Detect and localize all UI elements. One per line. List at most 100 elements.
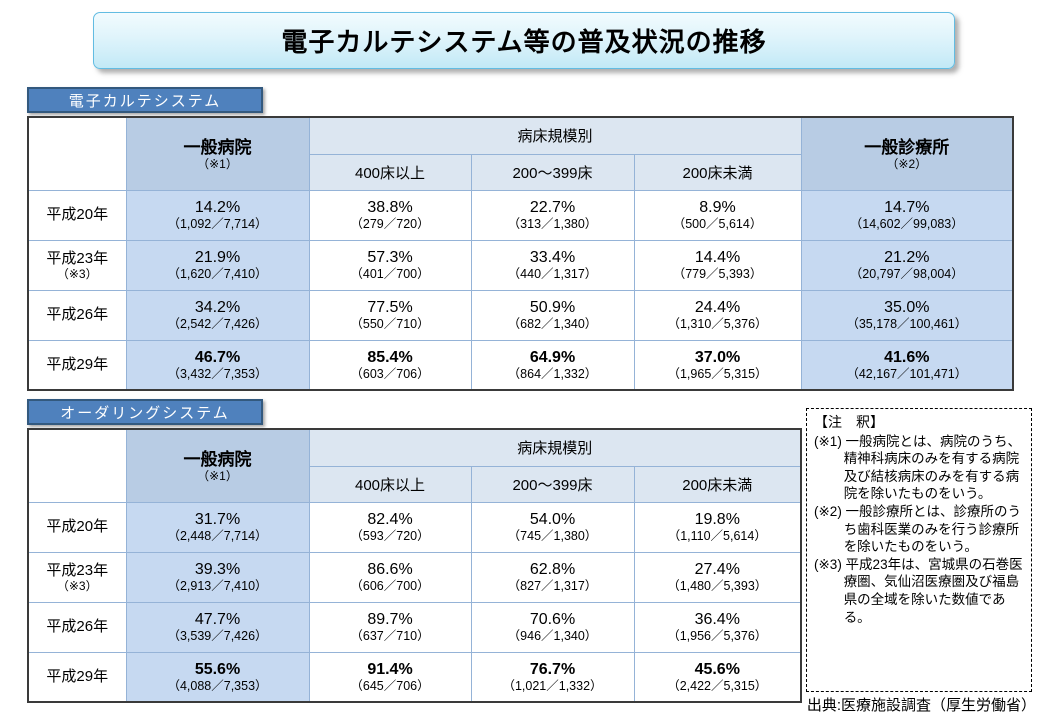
year-note: （※3） bbox=[56, 266, 98, 281]
header-beds-group-label: 病床規模別 bbox=[517, 440, 593, 458]
data-cell: 27.4% （1,480／5,393） bbox=[633, 551, 802, 603]
ehr-row-h26: 平成26年 34.2% （2,542／7,426） 77.5% （550／710… bbox=[27, 289, 1014, 341]
data-cell: 31.7% （2,448／7,714） bbox=[125, 501, 310, 553]
ehr-header-beds-group: 病床規模別 bbox=[308, 116, 802, 155]
cell-fraction: （2,913／7,410） bbox=[167, 579, 268, 594]
year-cell: 平成23年 （※3） bbox=[27, 239, 127, 291]
ordering-header-row-1: 一般病院 （※1） 病床規模別 bbox=[27, 428, 802, 503]
ehr-row-h29: 平成29年 46.7% （3,432／7,353） 85.4% （603／706… bbox=[27, 339, 1014, 391]
year-cell: 平成26年 bbox=[27, 601, 127, 653]
cell-fraction: （745／1,380） bbox=[507, 529, 598, 544]
ordering-header-beds-200-399: 200～399床 bbox=[470, 465, 635, 503]
data-cell: 24.4% （1,310／5,376） bbox=[633, 289, 802, 341]
cell-percent: 21.2% bbox=[884, 248, 930, 266]
header-hospital-label: 一般病院 bbox=[183, 137, 252, 157]
section-label-ordering: オーダリングシステム bbox=[27, 399, 263, 425]
data-cell: 45.6% （2,422／5,315） bbox=[633, 651, 802, 703]
year-label: 平成20年 bbox=[46, 206, 109, 224]
data-cell: 14.7% （14,602／99,083） bbox=[800, 189, 1014, 241]
ordering-table: 一般病院 （※1） 病床規模別 400床以上 200～399床 200床未満 平… bbox=[27, 428, 803, 703]
header-beds-200-399-label: 200～399床 bbox=[512, 476, 593, 494]
year-label: 平成29年 bbox=[46, 356, 109, 374]
cell-percent: 45.6% bbox=[694, 660, 740, 678]
cell-fraction: （2,422／5,315） bbox=[667, 678, 768, 693]
data-cell: 36.4% （1,956／5,376） bbox=[633, 601, 802, 653]
year-cell: 平成26年 bbox=[27, 289, 127, 341]
ordering-row-h23: 平成23年 （※3） 39.3% （2,913／7,410） 86.6% （60… bbox=[27, 551, 802, 603]
source-citation: 出典:医療施設調査（厚生労働省） bbox=[806, 697, 1036, 714]
ehr-row-h20: 平成20年 14.2% （1,092／7,714） 38.8% （279／720… bbox=[27, 189, 1014, 241]
ehr-table: 一般病院 （※1） 病床規模別 一般診療所 （※2） 400床以上 200～39… bbox=[27, 116, 1015, 391]
cell-percent: 24.4% bbox=[694, 298, 741, 316]
data-cell: 21.9% （1,620／7,410） bbox=[125, 239, 310, 291]
ehr-header-beds-200-399: 200～399床 bbox=[470, 153, 635, 191]
cell-percent: 41.6% bbox=[884, 348, 930, 366]
cell-fraction: （3,432／7,353） bbox=[167, 366, 268, 381]
data-cell: 57.3% （401／700） bbox=[308, 239, 472, 291]
cell-fraction: （3,539／7,426） bbox=[167, 629, 268, 644]
page-title-text: 電子カルテシステム等の普及状況の推移 bbox=[281, 27, 767, 57]
cell-fraction: （603／706） bbox=[350, 366, 430, 381]
cell-percent: 55.6% bbox=[194, 660, 241, 678]
year-label: 平成26年 bbox=[46, 618, 109, 636]
annotation-box: 【注 釈】 (※1) 一般病院とは、病院のうち、精神科病床のみを有する病院及び結… bbox=[806, 408, 1032, 692]
cell-percent: 33.4% bbox=[529, 248, 576, 266]
section-label-ordering-text: オーダリングシステム bbox=[60, 404, 230, 422]
cell-fraction: （606／700） bbox=[350, 579, 430, 594]
cell-fraction: （279／720） bbox=[350, 217, 430, 232]
data-cell: 38.8% （279／720） bbox=[308, 189, 472, 241]
data-cell: 64.9% （864／1,332） bbox=[470, 339, 635, 391]
ordering-header-hospital: 一般病院 （※1） bbox=[125, 428, 310, 503]
year-label: 平成26年 bbox=[46, 306, 109, 324]
ehr-header-row-1: 一般病院 （※1） 病床規模別 一般診療所 （※2） bbox=[27, 116, 1014, 191]
cell-fraction: （1,965／5,315） bbox=[667, 366, 768, 381]
cell-percent: 34.2% bbox=[194, 298, 241, 316]
ordering-header-beds-group: 病床規模別 bbox=[308, 428, 802, 467]
data-cell: 89.7% （637／710） bbox=[308, 601, 472, 653]
annotation-note-3: (※3) 平成23年は、宮城県の石巻医療圏、気仙沼医療圏及び福島県の全域を除いた… bbox=[814, 556, 1023, 625]
year-label: 平成23年 bbox=[46, 250, 109, 268]
cell-fraction: （35,178／100,461） bbox=[846, 317, 968, 332]
year-cell: 平成20年 bbox=[27, 189, 127, 241]
cell-percent: 70.6% bbox=[529, 610, 576, 628]
cell-fraction: （2,542／7,426） bbox=[167, 317, 268, 332]
data-cell: 22.7% （313／1,380） bbox=[470, 189, 635, 241]
cell-fraction: （1,310／5,376） bbox=[667, 317, 768, 332]
cell-percent: 21.9% bbox=[194, 248, 241, 266]
data-cell: 21.2% （20,797／98,004） bbox=[800, 239, 1014, 291]
data-cell: 50.9% （682／1,340） bbox=[470, 289, 635, 341]
ordering-row-h29: 平成29年 55.6% （4,088／7,353） 91.4% （645／706… bbox=[27, 651, 802, 703]
header-clinic-label: 一般診療所 bbox=[864, 137, 950, 157]
cell-percent: 86.6% bbox=[367, 560, 413, 578]
cell-fraction: （20,797／98,004） bbox=[849, 267, 964, 282]
header-beds-400-label: 400床以上 bbox=[354, 164, 426, 182]
cell-percent: 85.4% bbox=[367, 348, 413, 366]
cell-fraction: （946／1,340） bbox=[507, 629, 598, 644]
header-beds-under-200-label: 200床未満 bbox=[682, 164, 753, 182]
data-cell: 14.4% （779／5,393） bbox=[633, 239, 802, 291]
cell-percent: 57.3% bbox=[367, 248, 413, 266]
cell-fraction: （593／720） bbox=[350, 529, 430, 544]
header-hospital-note: （※1） bbox=[197, 468, 238, 483]
ordering-row-h20: 平成20年 31.7% （2,448／7,714） 82.4% （593／720… bbox=[27, 501, 802, 553]
ehr-header-row-2: 400床以上 200～399床 200床未満 bbox=[28, 153, 1013, 191]
ehr-corner-cell bbox=[27, 116, 127, 191]
cell-fraction: （637／710） bbox=[350, 629, 430, 644]
cell-percent: 22.7% bbox=[529, 198, 576, 216]
cell-percent: 37.0% bbox=[694, 348, 741, 366]
header-hospital-note: （※1） bbox=[197, 156, 238, 171]
cell-fraction: （645／706） bbox=[350, 678, 430, 693]
cell-percent: 82.4% bbox=[367, 510, 413, 528]
cell-percent: 54.0% bbox=[529, 510, 576, 528]
cell-percent: 14.4% bbox=[694, 248, 741, 266]
cell-fraction: （1,480／5,393） bbox=[667, 579, 768, 594]
ehr-row-h23: 平成23年 （※3） 21.9% （1,620／7,410） 57.3% （40… bbox=[27, 239, 1014, 291]
header-beds-under-200-label: 200床未満 bbox=[682, 476, 753, 494]
cell-fraction: （1,620／7,410） bbox=[167, 267, 268, 282]
data-cell: 14.2% （1,092／7,714） bbox=[125, 189, 310, 241]
cell-percent: 91.4% bbox=[367, 660, 413, 678]
ehr-header-beds-400: 400床以上 bbox=[308, 153, 472, 191]
cell-fraction: （1,956／5,376） bbox=[667, 629, 768, 644]
ordering-header-beds-400: 400床以上 bbox=[308, 465, 472, 503]
cell-percent: 89.7% bbox=[367, 610, 413, 628]
